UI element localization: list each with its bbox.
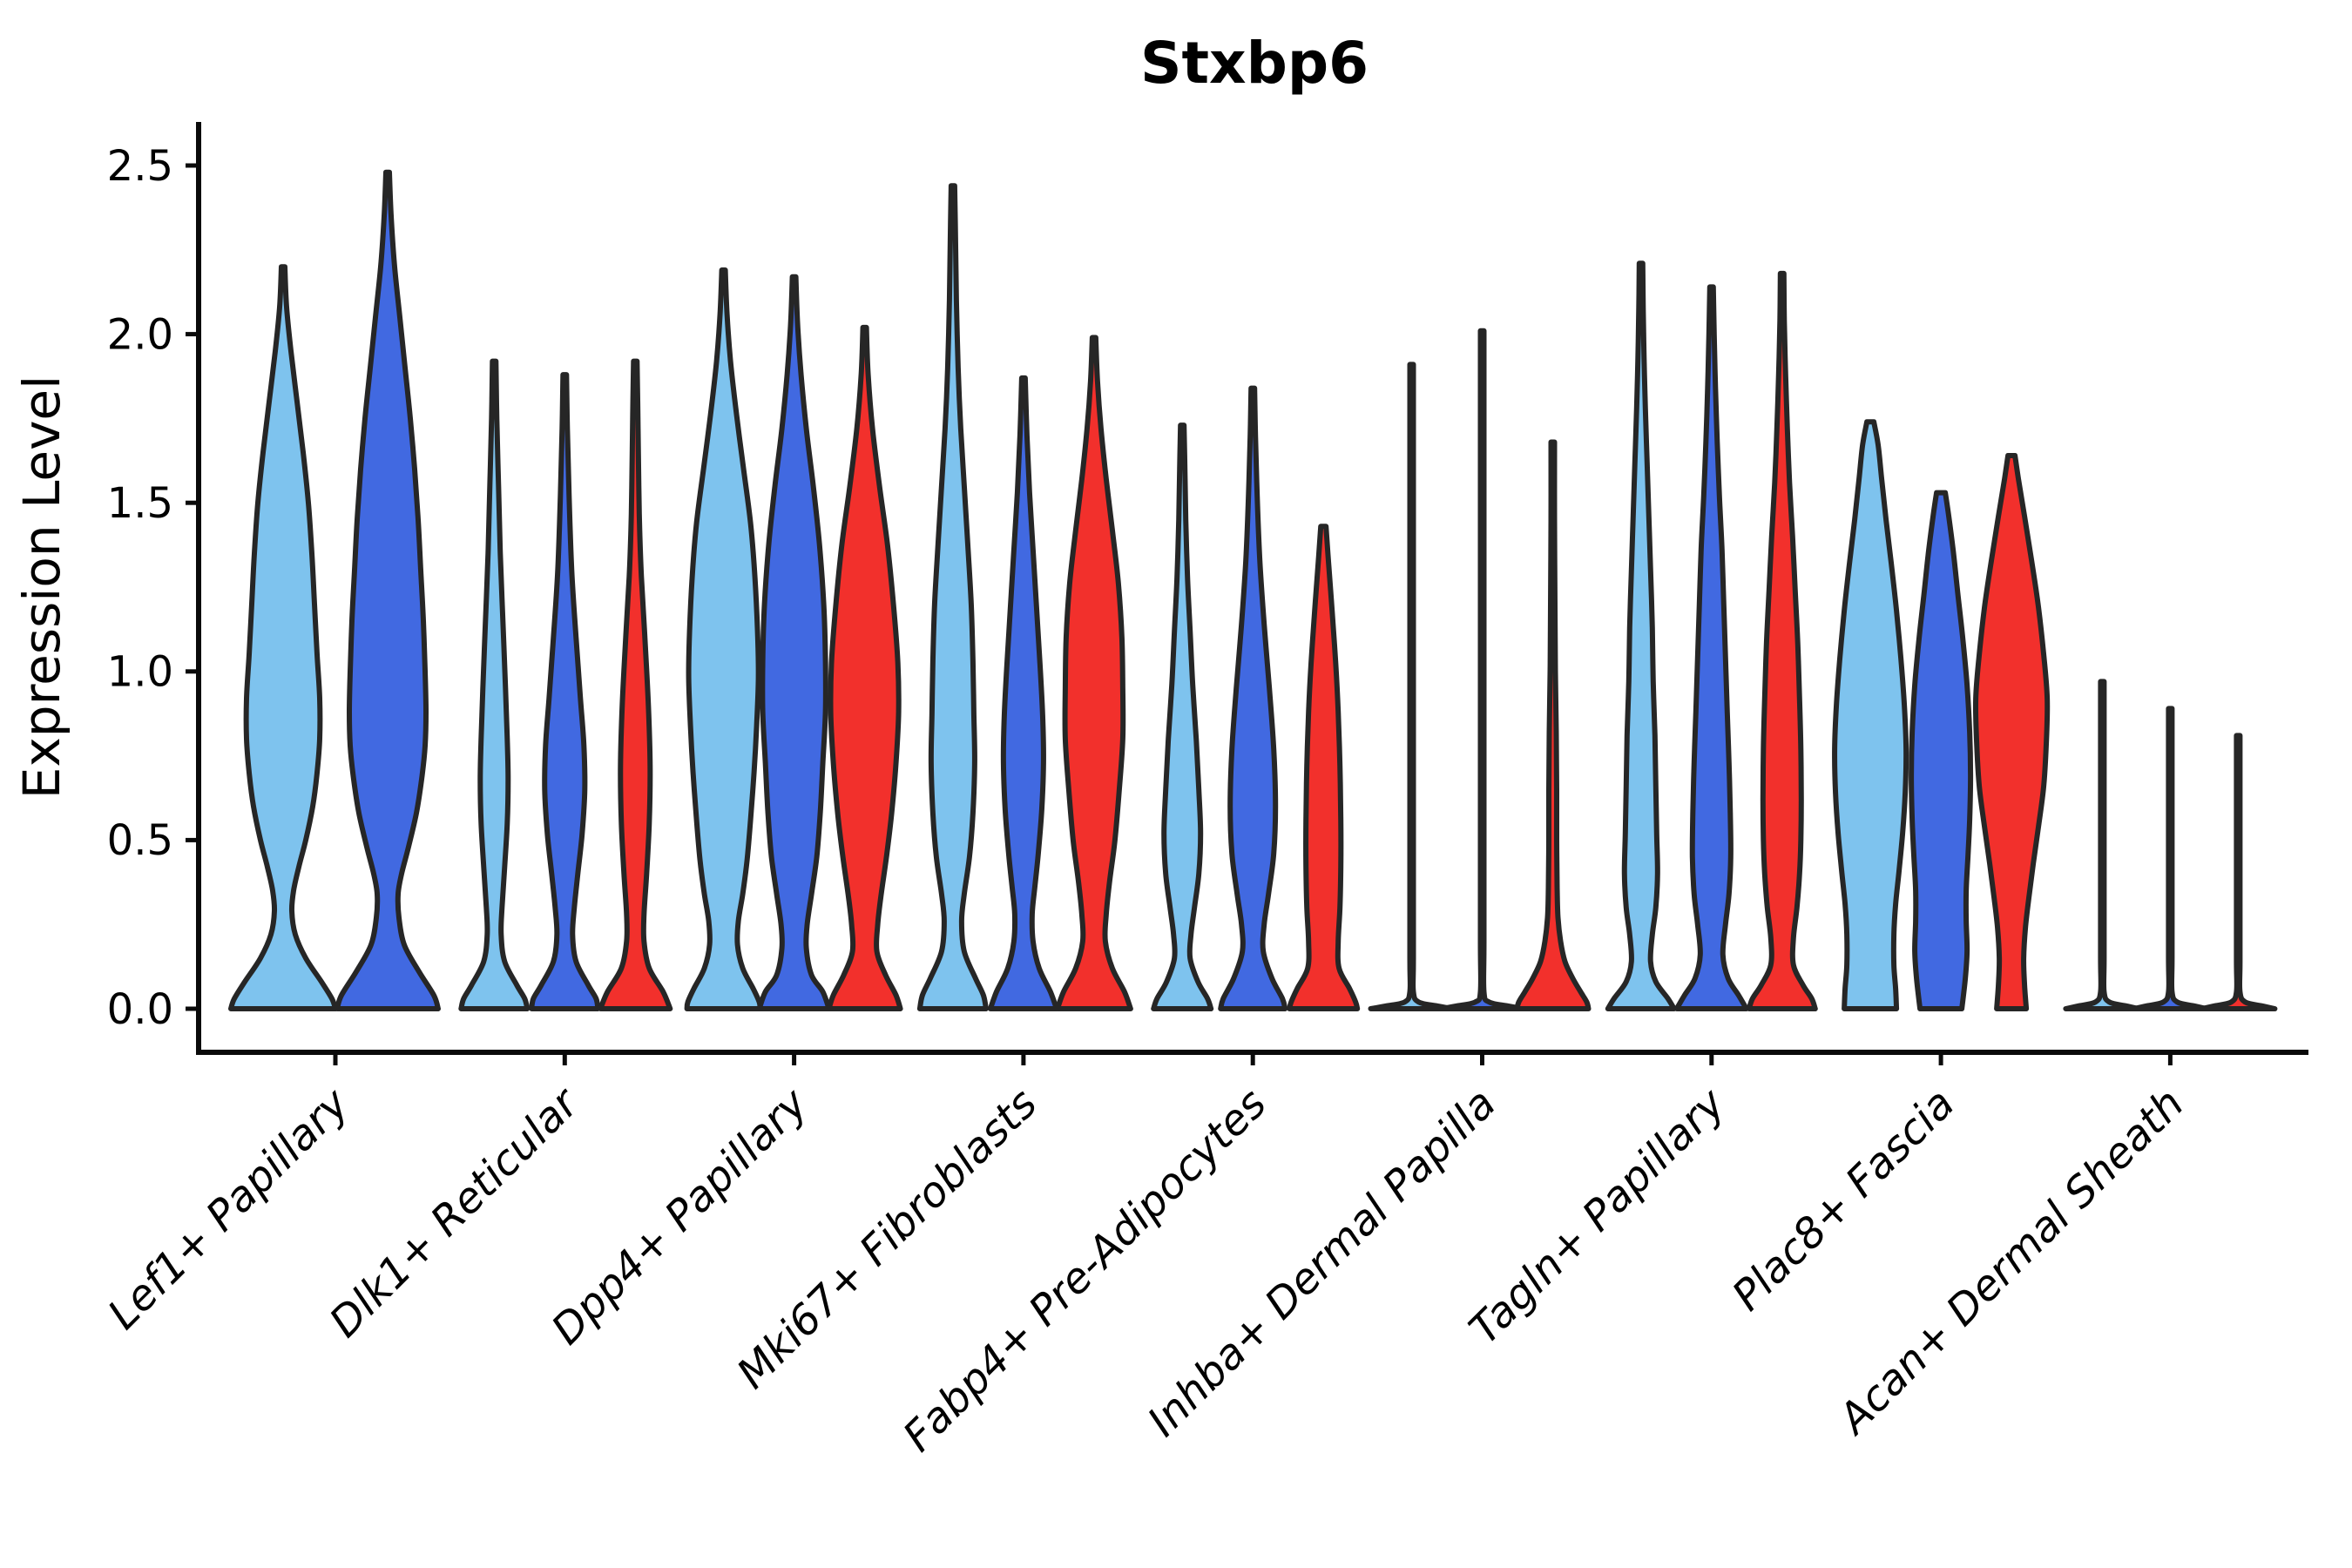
violin-plac8-fascia-skyblue — [1832, 419, 1909, 1011]
x-tick-label-dpp4-papillary: Dpp4+ Papillary — [542, 1078, 817, 1354]
violin-lef1-papillary-royalblue — [335, 169, 441, 1011]
violin-dlk1-reticular-red — [598, 358, 673, 1011]
y-axis-label: Expression Level — [12, 375, 71, 799]
violin-fabp4-pre-adipocytes-royalblue — [1218, 385, 1288, 1011]
violin-mki67-fibroblasts-skyblue — [916, 183, 989, 1011]
violin-inhba-dermal-papilla-skyblue — [1368, 362, 1456, 1011]
violin-tagln-papillary-skyblue — [1605, 260, 1677, 1011]
chart-title: Stxbp6 — [1140, 30, 1369, 97]
x-tick-label-fabp4-pre-adipocytes: Fabp4+ Pre-Adipocytes — [894, 1079, 1276, 1462]
violin-tagln-papillary-red — [1746, 270, 1818, 1011]
violin-dlk1-reticular-royalblue — [529, 372, 601, 1011]
violin-dpp4-papillary-red — [826, 324, 903, 1011]
violin-lef1-papillary-skyblue — [228, 264, 338, 1011]
y-tick-label-1.5: 1.5 — [107, 479, 173, 528]
violin-plac8-fascia-royalblue — [1909, 490, 1974, 1011]
x-tick-label-lef1-papillary: Lef1+ Papillary — [98, 1078, 359, 1339]
violin-tagln-papillary-royalblue — [1673, 284, 1749, 1011]
violin-acan-dermal-sheath-skyblue — [2063, 679, 2142, 1011]
violin-inhba-dermal-papilla-royalblue — [1438, 328, 1526, 1011]
violin-dpp4-papillary-royalblue — [756, 274, 832, 1011]
violin-acan-dermal-sheath-royalblue — [2131, 706, 2210, 1011]
y-tick-label-2.5: 2.5 — [107, 142, 173, 191]
x-tick-label-plac8-fascia: Plac8+ Fascia — [1723, 1079, 1964, 1321]
violins-layer — [228, 169, 2278, 1011]
y-tick-label-1.0: 1.0 — [107, 648, 173, 697]
violin-dlk1-reticular-skyblue — [458, 358, 531, 1011]
violin-mki67-fibroblasts-red — [1054, 335, 1133, 1011]
violin-inhba-dermal-papilla-red — [1514, 439, 1592, 1011]
y-tick-label-0.0: 0.0 — [107, 985, 173, 1034]
violin-mki67-fibroblasts-royalblue — [987, 375, 1059, 1011]
violin-fabp4-pre-adipocytes-red — [1287, 524, 1361, 1011]
x-tick-label-tagln-papillary: Tagln+ Papillary — [1460, 1078, 1735, 1354]
violin-acan-dermal-sheath-red — [2199, 733, 2278, 1011]
axes-layer — [186, 122, 2308, 1065]
violin-dpp4-papillary-skyblue — [684, 267, 763, 1011]
y-tick-label-2.0: 2.0 — [107, 310, 173, 359]
violin-plac8-fascia-red — [1972, 453, 2051, 1011]
x-tick-label-dlk1-reticular: Dlk1+ Reticular — [321, 1078, 591, 1348]
violin-fabp4-pre-adipocytes-skyblue — [1151, 422, 1214, 1011]
y-tick-label-0.5: 0.5 — [107, 816, 173, 865]
